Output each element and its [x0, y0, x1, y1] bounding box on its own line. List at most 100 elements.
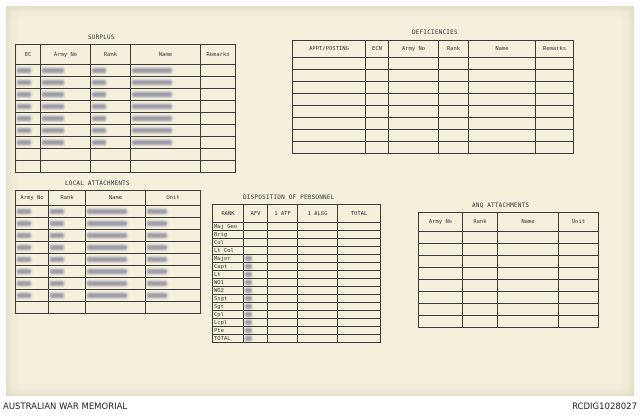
table-cell: [85, 229, 146, 242]
redacted-value: [87, 292, 127, 298]
table-row: Maj Gen: [212, 222, 381, 231]
table-cell: [85, 277, 146, 290]
redacted-value: [245, 303, 252, 309]
table-row: [15, 100, 236, 113]
table-cell: [267, 270, 298, 279]
redacted-value: [17, 139, 31, 145]
table-cell: [388, 57, 439, 70]
table-row: [15, 136, 236, 149]
table-cell: [462, 243, 498, 256]
table-cell: [438, 93, 469, 106]
column-header: Name: [468, 40, 536, 58]
table-row: Capt: [212, 262, 381, 271]
table-cell: [267, 262, 298, 271]
table-cell: [90, 100, 131, 113]
table-cell: [90, 124, 131, 137]
table-cell: [130, 100, 201, 113]
table-cell: [388, 93, 439, 106]
table-cell: [200, 148, 236, 161]
table-cell: [365, 69, 389, 82]
table-cell: [535, 141, 574, 154]
table-cell: [292, 141, 366, 154]
table-row: [15, 265, 201, 278]
table-cell: [297, 294, 338, 303]
table-row: Brig: [212, 230, 381, 239]
redacted-value: [17, 127, 31, 133]
table-cell: [438, 81, 469, 94]
table-cell: [145, 229, 201, 242]
table-cell: [297, 270, 338, 279]
table-cell: [337, 230, 381, 239]
redacted-value: [17, 256, 31, 262]
column-header: Name: [130, 44, 201, 65]
column-header: APPT/POSTING: [292, 40, 366, 58]
table-cell: [535, 129, 574, 142]
redacted-value: [147, 256, 167, 262]
table-cell: [90, 64, 131, 77]
footer-source: AUSTRALIAN WAR MEMORIAL: [3, 402, 128, 412]
table-row: [292, 69, 574, 82]
table-cell: [292, 117, 366, 130]
table-row: Lt Col: [212, 246, 381, 255]
column-header: 1 ATF: [267, 204, 298, 223]
table-cell: [558, 315, 599, 328]
table-cell: [200, 136, 236, 149]
table-cell: [418, 279, 463, 292]
redacted-value: [132, 115, 172, 121]
table-cell: [90, 160, 131, 173]
table-row: WO1: [212, 278, 381, 287]
table-cell: [365, 93, 389, 106]
table-cell: [15, 136, 41, 149]
table-row: Sgt: [212, 302, 381, 311]
redacted-value: [17, 244, 31, 250]
table-cell: [497, 303, 559, 316]
table-cell: [468, 81, 536, 94]
redacted-value: [245, 327, 252, 333]
table-cell: [15, 148, 41, 161]
table-cell: [243, 294, 268, 303]
table-cell: [145, 265, 201, 278]
table-row: [15, 289, 201, 302]
table-cell: [243, 326, 268, 335]
column-header: Army No: [418, 212, 463, 232]
redacted-value: [132, 127, 172, 133]
column-header: EC: [15, 44, 41, 65]
table-cell: [365, 57, 389, 70]
table-cell: [90, 148, 131, 161]
table-cell: [48, 217, 86, 230]
table-cell: [243, 310, 268, 319]
table-cell: [267, 278, 298, 287]
redacted-value: [92, 103, 106, 109]
redacted-value: [17, 91, 31, 97]
table-row: Col: [212, 238, 381, 247]
table-cell: [243, 254, 268, 263]
redacted-value: [132, 91, 172, 97]
table-cell: [200, 112, 236, 125]
table-cell: [15, 265, 49, 278]
table-cell: [535, 57, 574, 70]
table-cell: Col: [212, 238, 244, 247]
deficiencies-title: DEFICIENCIES: [412, 29, 458, 36]
table-cell: [130, 64, 201, 77]
table-cell: [388, 81, 439, 94]
table-cell: [85, 301, 146, 314]
table-cell: [40, 160, 91, 173]
redacted-value: [147, 232, 167, 238]
redacted-value: [17, 67, 31, 73]
table-cell: [365, 81, 389, 94]
table-cell: [40, 136, 91, 149]
table-row: [15, 301, 201, 314]
table-cell: [337, 238, 381, 247]
table-row: [292, 57, 574, 70]
table-row: [15, 253, 201, 266]
redacted-value: [17, 103, 31, 109]
disposition-table: RANK AFV 1 ATF 1 ALSG TOTAL Maj Gen Brig Col Lt …: [212, 204, 381, 343]
column-header: 1 ALSG: [297, 204, 338, 223]
redacted-value: [87, 244, 127, 250]
table-cell: [267, 310, 298, 319]
table-row: [418, 303, 599, 316]
table-cell: [145, 301, 201, 314]
table-row: [15, 217, 201, 230]
table-cell: [200, 76, 236, 89]
table-row: [15, 112, 236, 125]
